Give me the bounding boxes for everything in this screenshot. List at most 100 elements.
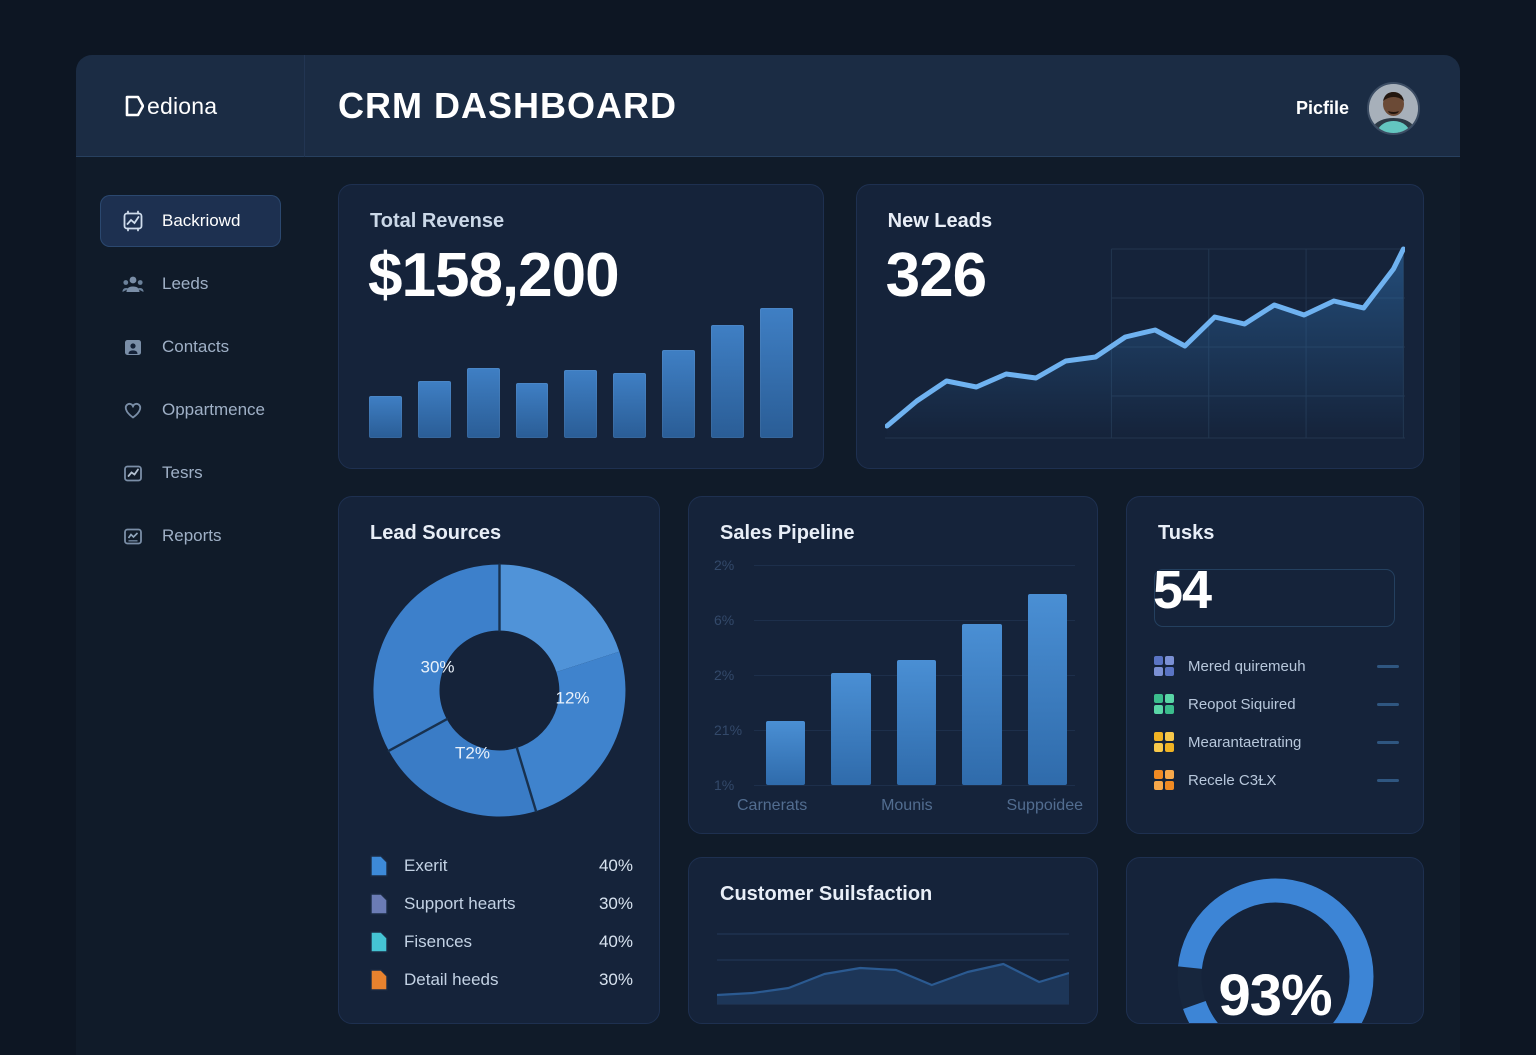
grid-icon [1154, 694, 1174, 714]
card-gauge: 93% [1126, 857, 1424, 1024]
dashboard-window: ediona CRM DASHBOARD Picfile [76, 55, 1460, 1055]
kpi-row: Total Revense $158,200 New Leads 326 [338, 184, 1424, 469]
bar [369, 396, 402, 438]
sidebar-item-label: Backriowd [162, 211, 241, 230]
task-label: Recele C3ⱢX [1188, 771, 1277, 789]
card-total-revenue: Total Revense $158,200 [338, 184, 824, 469]
right-column: Tusks 54 Mered quiremeuh [1126, 496, 1424, 1024]
donut-slice-label: 30% [420, 658, 454, 677]
sidebar-item-backriowd[interactable]: Backriowd [100, 195, 281, 247]
task-label: Mered quiremeuh [1188, 657, 1306, 675]
bar [466, 367, 500, 438]
revenue-value: $158,200 [368, 241, 620, 310]
sidebar-item-label: Oppartmence [162, 400, 265, 419]
bar [962, 624, 1002, 785]
grid-icon [1154, 732, 1174, 752]
card-customer-satisfaction: Customer Suilsfaction [688, 857, 1098, 1024]
legend-label: Detail heeds [404, 970, 499, 989]
chart-row: Lead Sources [338, 496, 1424, 1024]
app-header: ediona CRM DASHBOARD Picfile [76, 55, 1460, 157]
bar [515, 383, 549, 438]
legend-value: 30% [598, 894, 633, 913]
legend-label: Exerit [404, 856, 448, 875]
lead-sources-donut: 12% 30% T2% [339, 559, 659, 844]
lead-sources-legend: Exerit 40% Support hearts 30% [370, 847, 633, 999]
list-item[interactable]: Reopot Siquired [1154, 685, 1399, 723]
pipeline-xtick: Suppoidee [1006, 797, 1083, 814]
legend-value: 40% [598, 856, 633, 875]
donut-slice-label: 12% [555, 689, 589, 708]
bar [613, 373, 647, 438]
legend-item[interactable]: Fisences 40% [370, 923, 633, 961]
leads-value: 326 [885, 241, 987, 310]
sidebar-item-tesrs[interactable]: Tesrs [100, 447, 281, 499]
sidebar-item-label: Leeds [162, 274, 209, 293]
bar [710, 324, 744, 438]
card-title: Lead Sources [370, 522, 502, 544]
page-title: CRM DASHBOARD [338, 85, 677, 126]
card-title: Total Revense [370, 210, 505, 232]
file-icon [370, 931, 388, 953]
satisfaction-area-chart [716, 933, 1070, 1005]
bar [766, 721, 806, 785]
card-title: New Leads [887, 210, 993, 232]
task-label: Reopot Siquired [1188, 695, 1296, 713]
heart-icon [122, 399, 144, 421]
card-new-leads: New Leads 326 [855, 184, 1424, 469]
avatar[interactable] [1367, 82, 1420, 135]
pipeline-xaxis: Carnerats Mounis Suppoidee [737, 797, 1083, 815]
card-title: Sales Pipeline [720, 522, 855, 544]
middle-column: Sales Pipeline 2% 6% 2% 21% [688, 496, 1098, 1024]
legend-item[interactable]: Detail heeds 30% [370, 961, 633, 999]
legend-item[interactable]: Exerit 40% [370, 847, 633, 885]
sidebar-item-label: Reports [162, 526, 222, 545]
sidebar-item-oppartmence[interactable]: Oppartmence [100, 384, 281, 436]
revenue-bar-chart [369, 308, 793, 438]
people-icon [122, 273, 144, 295]
legend-value: 40% [598, 932, 633, 951]
task-dash-icon [1377, 664, 1399, 668]
logo[interactable]: ediona [76, 55, 305, 157]
pipeline-bars [766, 565, 1068, 785]
card-title: Tusks [1158, 522, 1215, 544]
sidebar-item-leeds[interactable]: Leeds [100, 258, 281, 310]
list-item[interactable]: Recele C3ⱢX [1154, 761, 1399, 799]
bar [759, 308, 793, 438]
legend-value: 30% [598, 970, 633, 989]
leads-line-chart [884, 241, 1406, 446]
main-content: Total Revense $158,200 New Leads 326 [305, 157, 1460, 1055]
legend-label: Fisences [404, 932, 473, 951]
task-label: Mearantaetrating [1188, 733, 1302, 751]
task-dash-icon [1377, 740, 1399, 744]
file-icon [370, 893, 388, 915]
profile-label: Picfile [1295, 98, 1349, 118]
donut-slice-label: T2% [455, 744, 490, 763]
bar [896, 659, 937, 785]
card-tasks: Tusks 54 Mered quiremeuh [1126, 496, 1424, 834]
sidebar-item-label: Tesrs [162, 463, 203, 482]
gauge-value: 93% [1218, 963, 1332, 1024]
sidebar-item-contacts[interactable]: Contacts [100, 321, 281, 373]
file-icon [370, 855, 388, 877]
file-icon [370, 969, 388, 991]
card-lead-sources: Lead Sources [338, 496, 660, 1024]
gauge-ring [1127, 874, 1423, 1023]
task-dash-icon [1377, 778, 1399, 782]
card-title: Customer Suilsfaction [720, 883, 933, 905]
bar [1027, 593, 1068, 785]
list-item[interactable]: Mearantaetrating [1154, 723, 1399, 761]
pipeline-xtick: Mounis [881, 797, 933, 814]
logo-text: ediona [147, 92, 218, 119]
pipeline-bar-chart: 2% 6% 2% 21% 1% [714, 557, 1075, 793]
bar [564, 370, 598, 438]
bar [662, 349, 695, 438]
legend-label: Support hearts [404, 894, 516, 913]
grid-icon [1154, 770, 1174, 790]
tasks-value: 54 [1153, 560, 1212, 620]
list-item[interactable]: Mered quiremeuh [1154, 647, 1399, 685]
contact-card-icon [122, 336, 144, 358]
legend-item[interactable]: Support hearts 30% [370, 885, 633, 923]
sidebar-item-reports[interactable]: Reports [100, 510, 281, 562]
profile-area[interactable]: Picfile [1296, 82, 1420, 135]
bar [417, 380, 451, 438]
